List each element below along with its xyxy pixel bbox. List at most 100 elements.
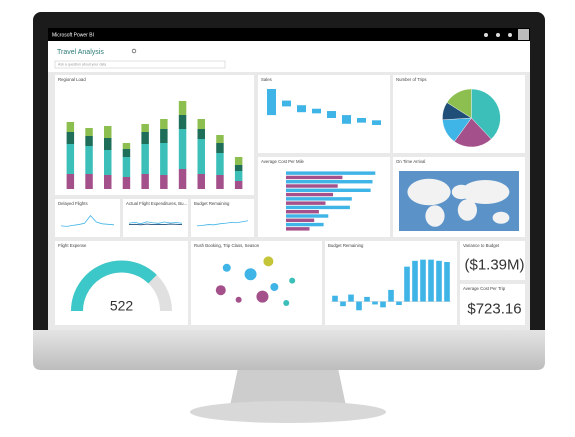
bar-segment — [178, 129, 187, 169]
bar — [428, 259, 434, 302]
bar-segment — [160, 129, 168, 143]
qa-placeholder: Ask a question about your data — [58, 63, 106, 67]
line — [128, 221, 183, 225]
bar-segment — [122, 157, 131, 177]
bar — [312, 108, 321, 114]
card-value: ($1.39M) — [464, 256, 524, 273]
bar-segment — [197, 174, 205, 189]
tile-title: Sales — [261, 77, 272, 82]
bar-segment — [122, 143, 131, 149]
bar — [286, 222, 324, 227]
tile-title: Flight Expense — [58, 243, 87, 248]
bar-segment — [66, 122, 75, 132]
settings-icon[interactable] — [484, 33, 488, 37]
tile — [191, 199, 254, 237]
bar — [372, 301, 378, 305]
bar-segment — [104, 138, 112, 150]
scatter-point — [215, 285, 226, 296]
card-value: $723.16 — [467, 300, 521, 317]
bar-segment — [178, 115, 187, 129]
gauge-fill — [71, 260, 157, 312]
bar-segment — [104, 126, 112, 138]
scatter-point — [283, 300, 290, 306]
dashboard-title: Travel Analysis — [57, 49, 104, 56]
gear-icon[interactable] — [131, 48, 137, 54]
tiles: Regional Load Sales Number of Trips Average… — [55, 75, 525, 325]
tile-title: Number of Trips — [396, 77, 427, 82]
tile — [55, 75, 254, 195]
bar — [357, 118, 366, 123]
bar — [286, 192, 333, 197]
bar-segment — [141, 124, 149, 132]
bar-segment — [160, 175, 168, 189]
scatter-point — [289, 277, 296, 284]
tile-title: Regional Load — [58, 77, 86, 82]
map-land — [457, 199, 477, 221]
tile-title: Average Cost Per Mile — [261, 159, 305, 164]
tile — [123, 199, 188, 237]
bar — [364, 296, 370, 302]
monitor-stand — [230, 368, 346, 406]
bar — [286, 180, 373, 184]
line — [196, 220, 249, 227]
bar-segment — [85, 136, 93, 146]
tile-title: Budget Remaining — [194, 201, 230, 206]
scatter-point — [270, 283, 279, 291]
bar — [286, 218, 315, 222]
scatter-point — [263, 256, 274, 267]
line — [60, 214, 115, 227]
bar — [356, 301, 362, 311]
product-name: Microsoft Power BI — [52, 32, 94, 38]
bar-segment — [66, 132, 75, 144]
bar-segment — [160, 119, 168, 129]
avatar[interactable] — [518, 29, 529, 40]
bar — [412, 260, 418, 302]
tile-title: Average Cost Per Trip — [463, 286, 506, 291]
bar — [380, 301, 386, 308]
bar-segment — [216, 135, 224, 143]
bar-segment — [234, 165, 243, 171]
monitor-base — [190, 401, 386, 423]
bar — [340, 301, 346, 307]
pie-slice — [446, 88, 472, 119]
pie-slice — [454, 117, 492, 148]
bar-segment — [104, 175, 112, 189]
map-land — [461, 180, 510, 204]
bar-segment — [66, 174, 75, 189]
bar — [286, 171, 376, 175]
line — [128, 223, 183, 226]
tile — [258, 157, 390, 237]
bar — [342, 115, 351, 124]
bar — [348, 294, 354, 302]
bar — [297, 105, 306, 113]
scatter-point — [222, 263, 231, 272]
bar — [444, 261, 450, 302]
scatter-point — [235, 296, 242, 303]
bar-segment — [85, 128, 93, 136]
scatter-point — [244, 268, 257, 281]
bar-segment — [234, 171, 243, 181]
map-land — [407, 178, 451, 206]
bar — [267, 89, 276, 116]
bar-segment — [216, 143, 224, 153]
bar-segment — [197, 139, 205, 174]
bar — [372, 120, 381, 125]
monitor-chin — [33, 330, 545, 370]
bar — [286, 214, 329, 218]
bar-segment — [197, 119, 205, 129]
tile — [460, 284, 525, 325]
help-icon[interactable] — [496, 33, 500, 37]
tile — [258, 75, 390, 153]
bar-segment — [197, 129, 205, 139]
bar-segment — [85, 174, 93, 189]
bar — [420, 259, 426, 302]
notification-icon[interactable] — [508, 33, 512, 37]
bar — [286, 188, 371, 192]
tile-title: Rush Booking, Trip Class, Season — [194, 243, 260, 248]
bar-segment — [122, 177, 131, 189]
tile-title: Budget Remaining — [328, 243, 364, 248]
bar-segment — [141, 132, 149, 144]
tile — [55, 199, 120, 237]
qa-box[interactable] — [54, 60, 226, 69]
